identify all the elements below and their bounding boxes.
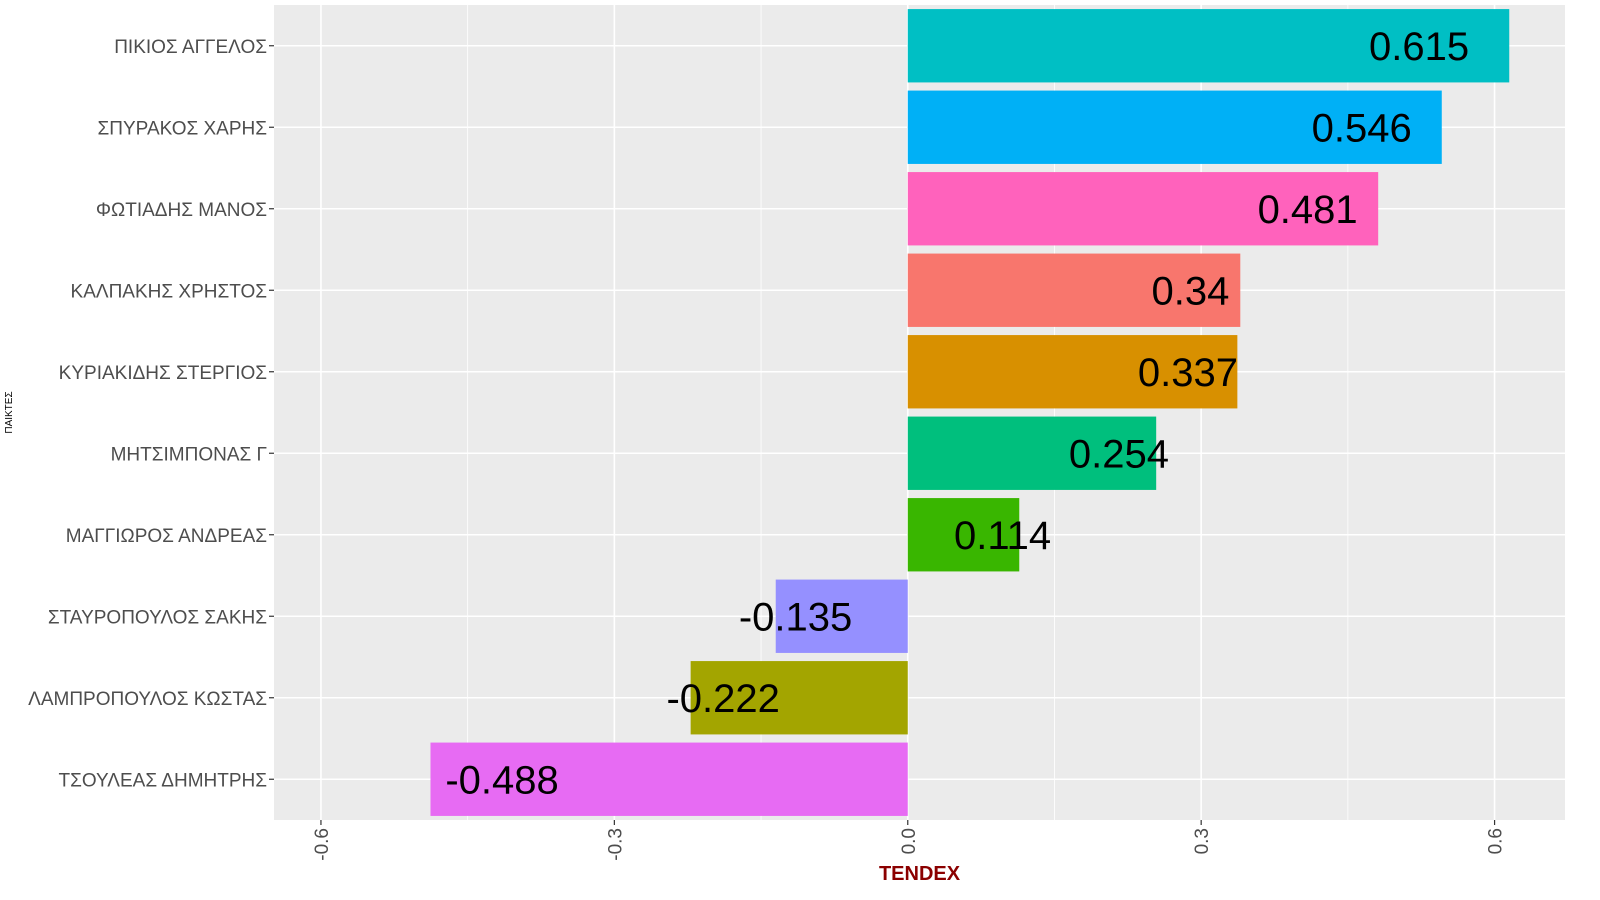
x-tick-label: 0.3 — [1192, 828, 1213, 854]
y-tick-label: ΣΠΥΡΑΚΟΣ ΧΑΡΗΣ — [98, 118, 267, 139]
y-axis-title: ΠΑΙΚΤΕΣ — [4, 391, 15, 433]
value-label: -0.488 — [445, 758, 558, 802]
bar — [690, 661, 908, 735]
bar — [907, 416, 1157, 490]
value-label: 0.615 — [1369, 25, 1469, 69]
bar — [430, 742, 908, 816]
value-label: -0.222 — [666, 677, 779, 721]
y-tick-label: ΜΑΓΓΙΩΡΟΣ ΑΝΔΡΕΑΣ — [66, 526, 267, 547]
value-label: 0.546 — [1312, 106, 1412, 150]
value-labels-group: 0.615 0.546 0.481 0.34 0.337 0.254 0.114 -0.135… — [445, 25, 1469, 803]
bar — [907, 172, 1379, 246]
x-axis: -0.6 -0.3 0.0 0.3 0.6 — [312, 820, 1507, 861]
value-label: 0.337 — [1138, 351, 1238, 395]
x-tick-label: 0.0 — [899, 828, 920, 854]
value-label: 0.34 — [1151, 269, 1229, 313]
x-axis-title: TENDEX — [879, 863, 961, 885]
bar — [907, 9, 1510, 83]
bar — [907, 90, 1442, 164]
bars-group — [430, 9, 1510, 816]
value-label: 0.254 — [1069, 432, 1169, 476]
y-tick-label: ΜΗΤΣΙΜΠΟΝΑΣ Γ — [111, 444, 267, 465]
y-tick-label: ΛΑΜΠΡΟΠΟΥΛΟΣ ΚΩΣΤΑΣ — [28, 689, 267, 710]
y-tick-label: ΦΩΤΙΑΔΗΣ ΜΑΝΟΣ — [96, 200, 267, 221]
y-axis: ΠΙΚΙΟΣ ΑΓΓΕΛΟΣ ΣΠΥΡΑΚΟΣ ΧΑΡΗΣ ΦΩΤΙΑΔΗΣ ΜΑΝ… — [28, 37, 274, 791]
bar — [907, 335, 1238, 409]
y-tick-label: ΣΤΑΥΡΟΠΟΥΛΟΣ ΣΑΚΗΣ — [48, 607, 267, 628]
value-label: 0.481 — [1258, 188, 1358, 232]
x-tick-label: -0.6 — [312, 828, 333, 861]
value-label: -0.135 — [739, 595, 852, 639]
bar — [907, 253, 1241, 327]
bar — [775, 579, 908, 653]
y-tick-label: ΠΙΚΙΟΣ ΑΓΓΕΛΟΣ — [114, 37, 267, 58]
y-tick-label: ΚΥΡΙΑΚΙΔΗΣ ΣΤΕΡΓΙΟΣ — [59, 363, 267, 384]
y-tick-label: ΤΣΟΥΛΕΑΣ ΔΗΜΗΤΡΗΣ — [59, 770, 268, 791]
bar — [907, 498, 1020, 572]
y-tick-label: ΚΑΛΠΑΚΗΣ ΧΡΗΣΤΟΣ — [71, 281, 267, 302]
x-tick-label: -0.3 — [605, 828, 626, 861]
x-tick-label: 0.6 — [1486, 828, 1507, 854]
value-label: 0.114 — [954, 514, 1051, 558]
